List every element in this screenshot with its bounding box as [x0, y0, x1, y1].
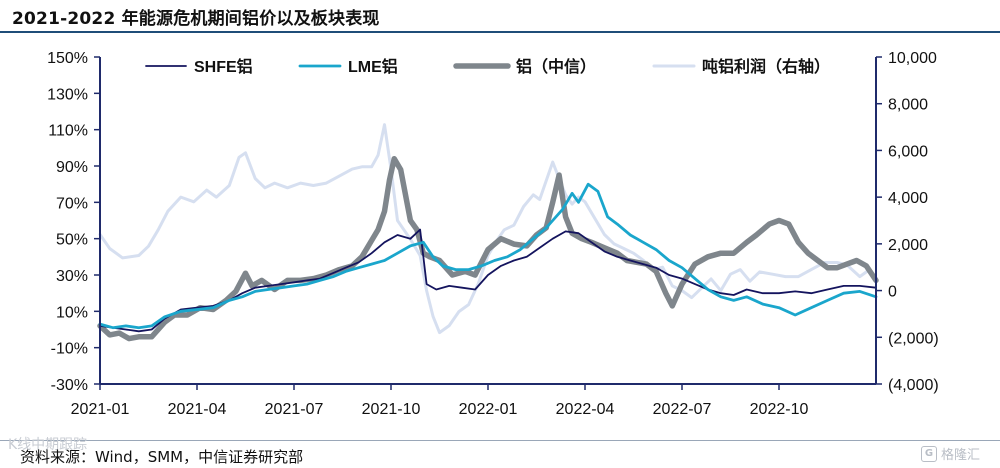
- y-right-tick-label: 10,000: [888, 50, 937, 67]
- x-tick-label: 2021-01: [71, 401, 130, 418]
- y-left-tick-label: 10%: [56, 304, 88, 321]
- y-left-tick-label: 30%: [56, 268, 88, 285]
- legend-item: LME铝: [298, 57, 398, 76]
- y-left-tick-label: 110%: [48, 123, 88, 140]
- y-left-tick-label: -30%: [51, 377, 88, 394]
- legend-label: SHFE铝: [194, 57, 253, 76]
- y-right-tick-label: 6,000: [888, 143, 928, 160]
- watermark-left: K线中期跟踪: [8, 437, 88, 453]
- y-left-tick-label: -10%: [51, 341, 88, 358]
- legend-label: 吨铝利润（右轴）: [702, 57, 830, 76]
- y-right-tick-label: 4,000: [888, 190, 928, 207]
- y-left-tick-label: 50%: [56, 232, 88, 249]
- x-tick-label: 2022-04: [556, 401, 615, 418]
- series-line-2: [99, 228, 877, 333]
- y-right-tick-label: 2,000: [888, 237, 928, 254]
- y-left-tick-label: 130%: [47, 86, 88, 103]
- y-right-tick-label: 8,000: [888, 97, 928, 114]
- x-tick-label: 2021-04: [168, 401, 227, 418]
- legend-item: 铝（中信）: [453, 57, 596, 76]
- x-tick-label: 2022-01: [459, 401, 518, 418]
- legend-label: 铝（中信）: [516, 57, 596, 76]
- legend-label: LME铝: [348, 57, 398, 76]
- source-note: 资料来源：Wind，SMM，中信证券研究部: [20, 448, 304, 466]
- y-right-tick-label: (2,000): [888, 330, 939, 347]
- x-tick-label: 2022-10: [750, 401, 809, 418]
- series-line-3: [98, 182, 878, 330]
- y-right-tick-label: (4,000): [888, 377, 939, 394]
- legend-item: 吨铝利润（右轴）: [652, 57, 830, 76]
- y-left-tick-label: 90%: [56, 159, 88, 176]
- axes-layer: -30% -10% 10% 30% 50% 70% 90% 110% 130% 150% (4,00…: [47, 50, 939, 418]
- x-tick-label: 2022-07: [653, 401, 712, 418]
- title-rule: [0, 31, 1000, 33]
- x-tick-label: 2021-10: [362, 401, 421, 418]
- legend-item: SHFE铝: [145, 57, 253, 76]
- footer-rule: [0, 440, 1000, 441]
- watermark-right: G 格隆汇: [920, 444, 980, 463]
- series-layer: [97, 123, 879, 342]
- x-tick-label: 2021-07: [265, 401, 324, 418]
- legend: SHFE铝 LME铝 铝（中信） 吨铝利润（右轴）: [145, 57, 830, 76]
- y-right-tick-label: 0: [888, 284, 897, 301]
- y-left-tick-label: 150%: [47, 50, 88, 67]
- watermark-right-text: 格隆汇: [940, 448, 980, 463]
- chart-title: 2021-2022 年能源危机期间铝价以及板块表现: [12, 9, 380, 29]
- watermark-logo-icon: G: [920, 445, 937, 462]
- y-left-tick-label: 70%: [56, 195, 88, 212]
- series-line-1: [97, 155, 879, 342]
